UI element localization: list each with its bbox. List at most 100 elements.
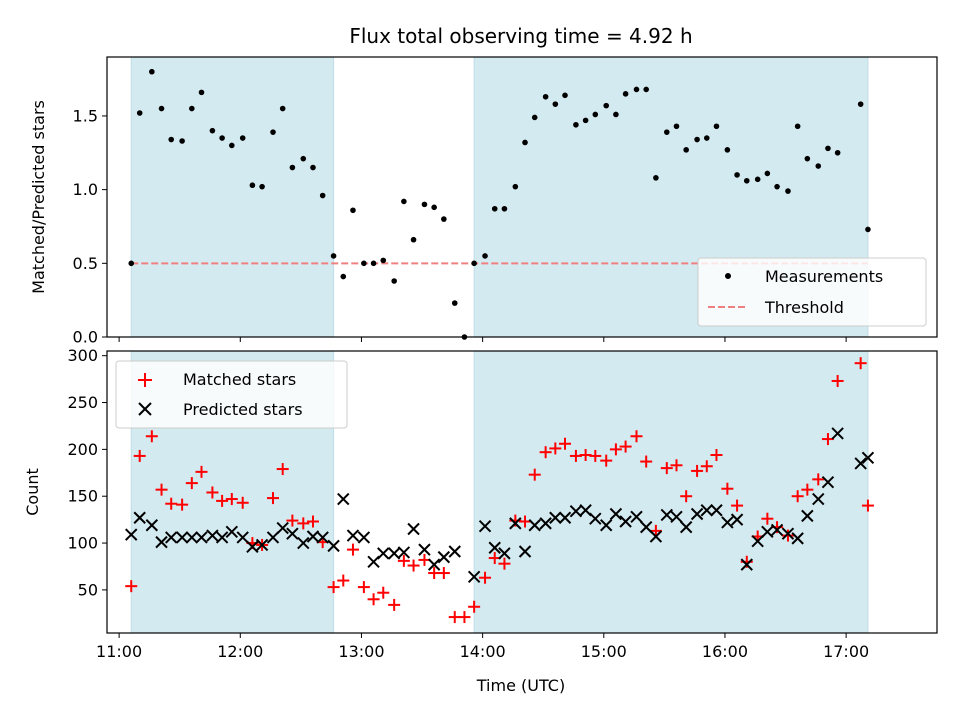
legend-measurements-label: Measurements xyxy=(765,267,883,286)
matched-star-point xyxy=(306,515,319,528)
matched-star-point xyxy=(600,454,613,467)
measurement-point xyxy=(764,170,771,177)
measurement-point xyxy=(785,188,791,194)
matched-star-point xyxy=(498,557,511,570)
predicted-star-point xyxy=(600,519,613,532)
y-tick-label: 100 xyxy=(67,534,98,553)
matched-star-point xyxy=(519,515,532,528)
measurement-point xyxy=(542,93,549,100)
matched-star-point xyxy=(458,611,471,624)
measurement-point xyxy=(270,129,276,135)
matched-star-point xyxy=(377,586,390,599)
predicted-star-point xyxy=(761,525,774,539)
measurement-point xyxy=(431,204,437,211)
measurement-point xyxy=(865,226,871,233)
legend-matched-marker xyxy=(138,373,152,387)
measurement-point xyxy=(774,183,780,190)
y-tick-label: 1.0 xyxy=(73,180,98,199)
measurement-point xyxy=(158,105,165,112)
measurement-point xyxy=(512,183,519,190)
predicted-star-point xyxy=(467,570,481,583)
y-tick-label: 0.5 xyxy=(73,254,98,273)
predicted-star-point xyxy=(357,531,371,544)
measurement-point xyxy=(319,192,326,199)
measurement-point xyxy=(562,92,568,99)
y-tick-label: 1.5 xyxy=(73,106,98,125)
predicted-star-point xyxy=(619,515,632,528)
predicted-star-point xyxy=(781,527,795,540)
predicted-star-point xyxy=(700,504,713,517)
matched-star-point xyxy=(812,473,825,486)
predicted-star-point xyxy=(337,492,350,506)
x-tick-label: 17:00 xyxy=(823,642,869,661)
measurement-point xyxy=(249,182,256,189)
matched-star-point xyxy=(649,524,662,537)
legend-measurements-marker xyxy=(725,273,731,279)
predicted-star-point xyxy=(660,508,674,522)
bottom-x-axis: 11:00 12:00 13:00 14:00 15:00 16:00 17:00 xyxy=(96,633,869,661)
predicted-star-point xyxy=(206,529,219,542)
matched-star-point xyxy=(640,455,653,468)
x-axis-label: Time (UTC) xyxy=(476,676,565,695)
matched-star-point xyxy=(397,554,410,567)
x-tick-label: 12:00 xyxy=(217,642,263,661)
predicted-star-point xyxy=(175,531,189,544)
predicted-star-point xyxy=(630,510,643,524)
measurement-point xyxy=(421,201,428,208)
measurement-point xyxy=(683,147,689,153)
matched-star-point xyxy=(854,357,867,370)
predicted-star-point xyxy=(569,504,583,518)
predicted-star-point xyxy=(286,527,299,540)
matched-star-point xyxy=(791,490,804,503)
matched-star-point xyxy=(801,483,814,496)
matched-star-point xyxy=(267,492,279,505)
predicted-star-point xyxy=(770,523,784,537)
measurement-point xyxy=(713,123,720,130)
predicted-star-point xyxy=(670,510,683,524)
bottom-legend: Matched stars Predicted stars xyxy=(115,360,348,429)
predicted-star-point xyxy=(297,536,310,550)
predicted-star-point xyxy=(539,517,552,530)
matched-star-point xyxy=(710,448,723,461)
predicted-star-point xyxy=(418,543,431,556)
matched-star-point xyxy=(619,440,632,453)
predicted-star-point xyxy=(133,511,146,524)
y-tick-label: 150 xyxy=(67,487,98,506)
matched-star-point xyxy=(468,600,481,613)
measurement-point xyxy=(289,164,296,171)
top-y-axis-label: Matched/Predicted stars xyxy=(29,100,48,294)
measurement-point xyxy=(229,142,235,149)
predicted-star-point xyxy=(730,513,744,526)
predicted-star-point xyxy=(255,538,269,552)
matched-star-point xyxy=(700,460,713,473)
y-tick-label: 0.0 xyxy=(73,328,98,347)
predicted-star-point xyxy=(377,547,390,560)
x-tick-label: 15:00 xyxy=(581,642,627,661)
measurement-point xyxy=(734,172,740,178)
matched-star-point xyxy=(125,580,138,593)
measurement-point xyxy=(279,105,286,112)
measurement-point xyxy=(857,101,864,107)
predicted-star-point xyxy=(306,530,320,543)
shaded-interval-1 xyxy=(130,56,335,338)
shaded-interval-2 xyxy=(473,350,869,634)
matched-star-point xyxy=(236,496,249,509)
matched-star-point xyxy=(437,567,450,580)
predicted-star-point xyxy=(710,504,723,517)
measurement-point xyxy=(136,110,143,116)
predicted-star-point xyxy=(437,550,451,564)
measurement-point xyxy=(724,147,731,153)
predicted-star-point xyxy=(812,492,825,506)
measurement-point xyxy=(592,111,599,118)
measurements-series xyxy=(128,68,871,340)
measurement-point xyxy=(582,117,589,124)
matched-star-point xyxy=(276,463,289,476)
measurement-point xyxy=(361,260,367,267)
measurement-point xyxy=(491,205,498,212)
top-plot-frame xyxy=(106,56,938,338)
predicted-star-point xyxy=(236,531,249,544)
matched-star-point xyxy=(589,449,602,462)
predicted-star-point xyxy=(246,540,259,554)
measurement-point xyxy=(825,145,831,152)
measurement-point xyxy=(804,155,811,162)
